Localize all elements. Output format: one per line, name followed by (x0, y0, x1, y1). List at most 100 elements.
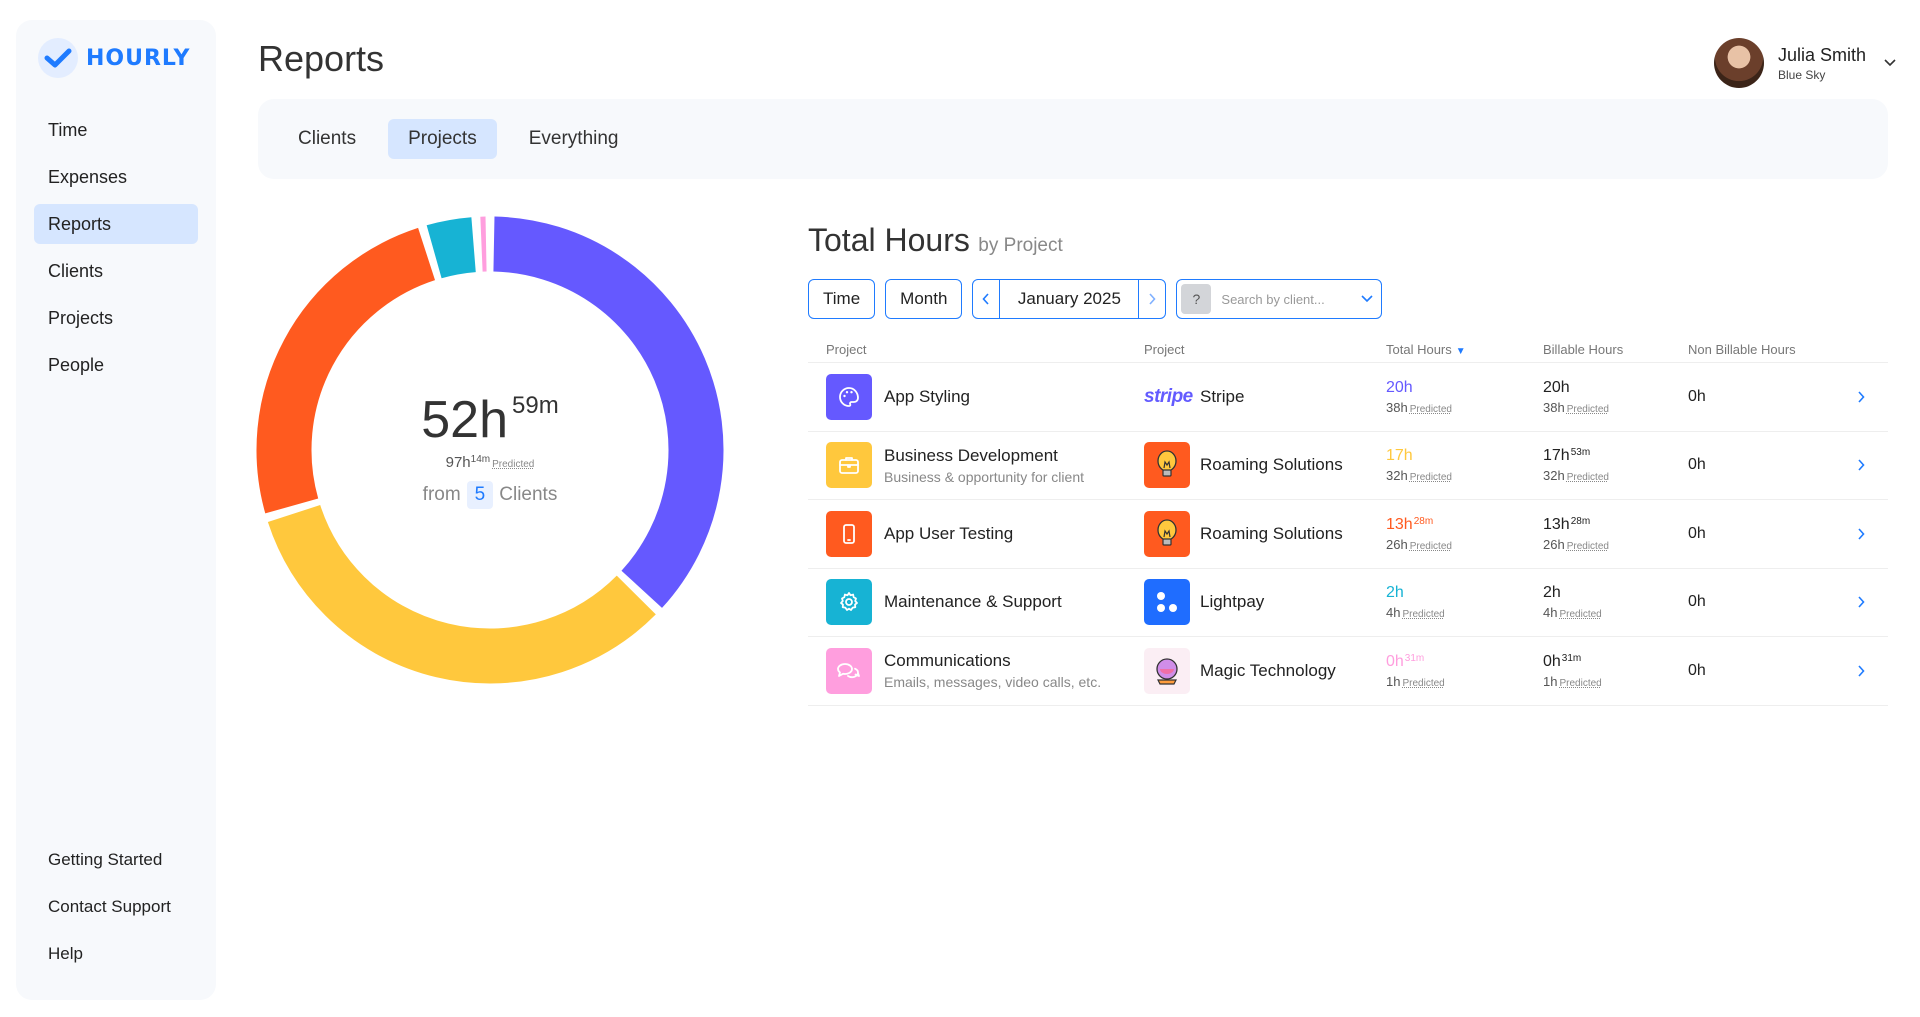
column-total-hours[interactable]: Total Hours ▼ (1386, 342, 1543, 357)
project-cell: Communications Emails, messages, video ca… (808, 647, 1144, 694)
table-row[interactable]: Maintenance & Support Lightpay 2h 4h Predict… (808, 569, 1888, 637)
chevron-right-icon[interactable] (1833, 391, 1888, 403)
nav-item-contact-support[interactable]: Contact Support (48, 897, 171, 916)
gear-icon (826, 579, 872, 626)
chevron-right-icon[interactable] (1833, 596, 1888, 608)
bill-hours-value: 0h (1543, 652, 1561, 670)
predicted-label: Predicted (1402, 609, 1445, 621)
total-predicted: 38h Predicted (1386, 400, 1543, 415)
hours-donut-chart (256, 216, 724, 684)
total-hours-cell: 20h 38h Predicted (1386, 379, 1543, 415)
donut-slice-app-styling[interactable] (493, 216, 724, 608)
total-hours: 13h28m (1386, 516, 1543, 534)
client-search-input[interactable] (1221, 291, 1352, 307)
chevron-right-icon[interactable] (1833, 528, 1888, 540)
palette-icon (826, 373, 872, 420)
nav-item-getting-started[interactable]: Getting Started (48, 850, 163, 869)
predicted-minutes: 14m (470, 454, 491, 465)
table-header: Project Project Total Hours ▼ Billable Ho… (808, 337, 1888, 363)
project-name: App Styling (884, 386, 970, 406)
total-predicted-value: 4h (1386, 605, 1401, 621)
briefcase-icon (826, 442, 872, 489)
bill-predicted: 32h Predicted (1543, 468, 1688, 483)
help-icon[interactable]: ? (1181, 284, 1212, 314)
column-client[interactable]: Project (1144, 342, 1185, 357)
nav-item-reports[interactable]: Reports (34, 204, 198, 244)
avatar[interactable] (1713, 38, 1764, 88)
stripe-logo-icon: stripe (1144, 385, 1193, 407)
total-hours-value: 20h (1386, 378, 1413, 396)
total-hours-value: 0h (1386, 652, 1404, 670)
filter-bar: Time Month January 2025 ? (808, 279, 1383, 319)
column-billable-hours[interactable]: Billable Hours (1543, 342, 1624, 357)
table-row[interactable]: Business Development Business & opportuni… (808, 432, 1888, 500)
chevron-right-icon[interactable] (1833, 665, 1888, 677)
total-predicted: 4h Predicted (1386, 605, 1543, 620)
total-hours-value: 2h (1386, 584, 1404, 602)
tab-everything[interactable]: Everything (528, 128, 619, 149)
lightbulb-icon (1144, 510, 1190, 557)
table-row[interactable]: Communications Emails, messages, video ca… (808, 637, 1888, 706)
donut-slice-maintenance-support[interactable] (426, 217, 477, 279)
clients-label: Clients (499, 484, 558, 505)
nav-item-time[interactable]: Time (48, 119, 88, 140)
sidebar: HOURLY Time Expenses Reports Clients Project… (16, 20, 216, 1000)
bill-hours-cell: 0h31m 1h Predicted (1543, 653, 1688, 689)
tab-projects[interactable]: Projects (388, 119, 497, 159)
predicted-label: Predicted (1402, 677, 1445, 689)
predicted-label: Predicted (1566, 403, 1609, 415)
main-nav: Time Expenses Reports Clients Projects People (34, 110, 198, 392)
bill-hours-value: 13h (1543, 515, 1570, 533)
client-cell: Lightpay (1144, 579, 1386, 626)
current-date[interactable]: January 2025 (999, 280, 1140, 318)
total-hours-cell: 0h31m 1h Predicted (1386, 653, 1543, 689)
nav-item-expenses[interactable]: Expenses (48, 166, 128, 187)
column-project[interactable]: Project (826, 342, 867, 357)
total-minutes-value: 31m (1404, 652, 1425, 664)
column-non-billable-hours[interactable]: Non Billable Hours (1688, 342, 1796, 357)
report-tabs: Clients Projects Everything (258, 99, 1888, 179)
project-cell: Maintenance & Support (808, 579, 1144, 626)
total-hours: 20h (1386, 379, 1543, 397)
type-filter-button[interactable]: Time (808, 279, 876, 319)
nav-item-projects[interactable]: Projects (48, 307, 114, 328)
donut-summary: 52h 59m 97h14m Predicted from 5 Clients (255, 390, 725, 509)
project-text: Communications Emails, messages, video ca… (884, 651, 1101, 690)
donut-slice-app-user-testing[interactable] (256, 227, 436, 514)
bill-hours: 2h (1543, 584, 1688, 602)
nav-item-clients[interactable]: Clients (48, 260, 104, 281)
bill-hours-value: 20h (1543, 378, 1570, 396)
predicted-label: Predicted (1409, 403, 1452, 415)
chevron-right-icon[interactable] (1139, 280, 1165, 318)
total-hours: 17h (1386, 447, 1543, 465)
project-text: Maintenance & Support (884, 592, 1062, 612)
period-filter-button[interactable]: Month (885, 279, 963, 319)
donut-slice-business-development[interactable] (267, 504, 656, 684)
bill-predicted: 38h Predicted (1543, 400, 1688, 415)
nav-item-help[interactable]: Help (48, 944, 83, 963)
chevron-right-icon[interactable] (1833, 459, 1888, 471)
total-predicted-value: 38h (1386, 399, 1408, 415)
sort-desc-icon[interactable]: ▼ (1455, 346, 1466, 357)
phone-icon (826, 510, 872, 557)
predicted-label: Predicted (492, 459, 535, 470)
bill-hours-cell: 20h 38h Predicted (1543, 379, 1688, 415)
nav-item-people[interactable]: People (48, 354, 105, 375)
bill-hours: 17h53m (1543, 447, 1688, 465)
user-menu[interactable]: Julia Smith Blue Sky (1713, 38, 1896, 88)
app-name: HOURLY (86, 45, 191, 71)
app-logo[interactable]: HOURLY (38, 38, 190, 78)
table-row[interactable]: App User Testing Roaming Solutions 13h28m 2… (808, 500, 1888, 569)
project-description: Business & opportunity for client (884, 468, 1084, 485)
non-billable-hours: 0h (1688, 524, 1706, 542)
total-hours-cell: 13h28m 26h Predicted (1386, 516, 1543, 552)
total-hours-value: 17h (1386, 447, 1413, 465)
table-row[interactable]: App Styling stripe Stripe 20h 38h Predicted 20… (808, 363, 1888, 432)
client-search: ? (1176, 279, 1383, 319)
non-billable-hours: 0h (1688, 387, 1706, 405)
chevron-left-icon[interactable] (973, 280, 999, 318)
tab-clients[interactable]: Clients (298, 128, 357, 149)
chevron-down-icon[interactable] (1361, 295, 1373, 303)
project-cell: App Styling (808, 373, 1144, 420)
chevron-down-icon[interactable] (1884, 59, 1896, 67)
